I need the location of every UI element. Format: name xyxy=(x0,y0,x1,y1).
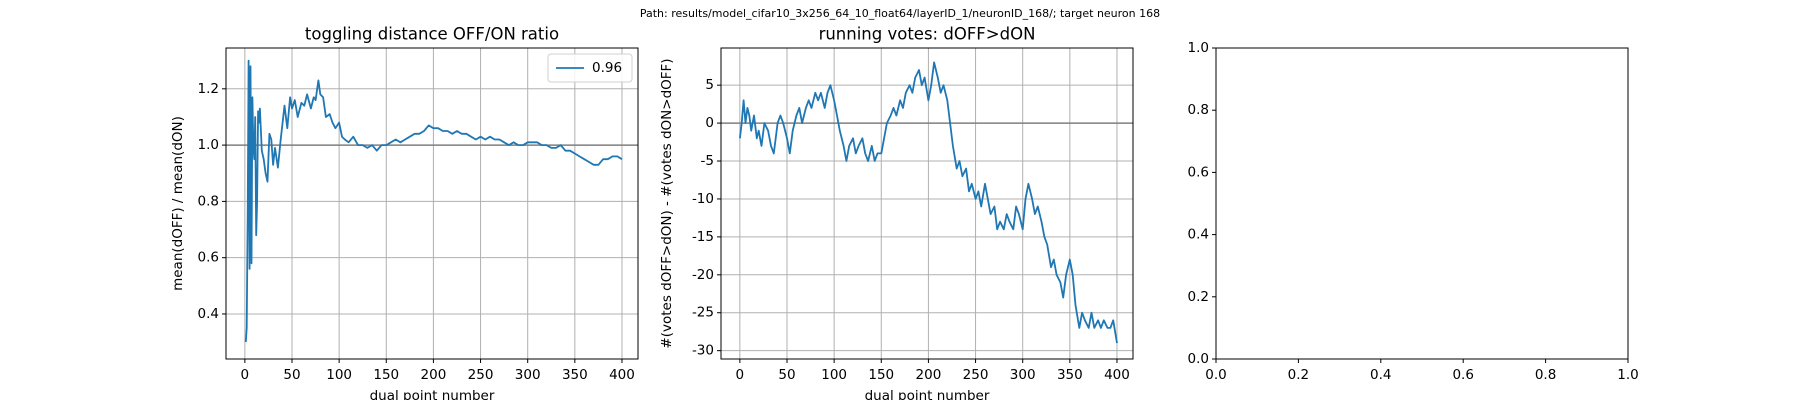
y-tick-label: 0.8 xyxy=(198,193,219,209)
y-tick-label: -10 xyxy=(692,191,714,207)
y-tick-label: -15 xyxy=(692,229,714,245)
y-tick-label: 0.4 xyxy=(1188,227,1209,243)
axes-title: running votes: dOFF>dON xyxy=(819,25,1036,44)
x-tick-label: 50 xyxy=(778,367,795,383)
x-tick-label: 0 xyxy=(241,367,250,383)
x-tick-label: 150 xyxy=(868,367,894,383)
data-line xyxy=(244,59,623,343)
x-tick-label: 1.0 xyxy=(1617,367,1638,383)
legend-label: 0.96 xyxy=(592,60,622,76)
x-tick-label: 400 xyxy=(1104,367,1130,383)
x-tick-label: 300 xyxy=(1010,367,1036,383)
y-tick-label: 0.6 xyxy=(1188,164,1209,180)
x-tick-label: 250 xyxy=(468,367,494,383)
x-tick-label: 0.2 xyxy=(1288,367,1309,383)
y-axis-label: mean(dOFF) / mean(dON) xyxy=(170,116,186,291)
y-tick-label: 0.0 xyxy=(1188,351,1209,367)
x-tick-label: 150 xyxy=(373,367,399,383)
x-tick-label: 300 xyxy=(515,367,541,383)
x-tick-label: 350 xyxy=(562,367,588,383)
axes-frame xyxy=(720,47,1134,360)
legend-box xyxy=(547,53,633,83)
y-tick-label: 1.0 xyxy=(198,137,219,153)
data-line xyxy=(739,61,1118,344)
y-tick-label: 0 xyxy=(705,115,714,131)
x-axis-label: dual point number xyxy=(865,388,990,400)
suptitle: Path: results/model_cifar10_3x256_64_10_… xyxy=(640,7,1160,20)
x-tick-label: 400 xyxy=(609,367,635,383)
y-tick-label: 1.0 xyxy=(1188,40,1209,56)
y-tick-label: -5 xyxy=(701,153,714,169)
x-tick-label: 100 xyxy=(821,367,847,383)
y-tick-label: -25 xyxy=(692,305,714,321)
x-tick-label: 250 xyxy=(963,367,989,383)
y-tick-label: 0.2 xyxy=(1188,289,1209,305)
y-tick-label: 5 xyxy=(705,77,714,93)
axes-frame xyxy=(225,47,639,360)
x-tick-label: 0.6 xyxy=(1452,367,1473,383)
x-tick-label: 200 xyxy=(421,367,447,383)
legend: 0.96 xyxy=(547,53,633,83)
y-tick-label: 1.2 xyxy=(198,81,219,97)
x-axis-label: dual point number xyxy=(370,388,495,400)
y-axis-label: #(votes dOFF>dON) - #(votes dON>dOFF) xyxy=(659,58,675,348)
x-tick-label: 0.4 xyxy=(1370,367,1391,383)
x-tick-label: 200 xyxy=(916,367,942,383)
y-tick-label: 0.6 xyxy=(198,250,219,266)
x-tick-label: 100 xyxy=(326,367,352,383)
y-tick-label: -20 xyxy=(692,267,714,283)
x-tick-label: 0.0 xyxy=(1205,367,1226,383)
axes-title: toggling distance OFF/ON ratio xyxy=(305,25,559,44)
y-tick-label: 0.8 xyxy=(1188,102,1209,118)
x-tick-label: 0 xyxy=(736,367,745,383)
x-tick-label: 350 xyxy=(1057,367,1083,383)
x-tick-label: 0.8 xyxy=(1535,367,1556,383)
x-tick-label: 50 xyxy=(283,367,300,383)
y-tick-label: 0.4 xyxy=(198,306,219,322)
axes-frame xyxy=(1215,47,1629,360)
y-tick-label: -30 xyxy=(692,343,714,359)
